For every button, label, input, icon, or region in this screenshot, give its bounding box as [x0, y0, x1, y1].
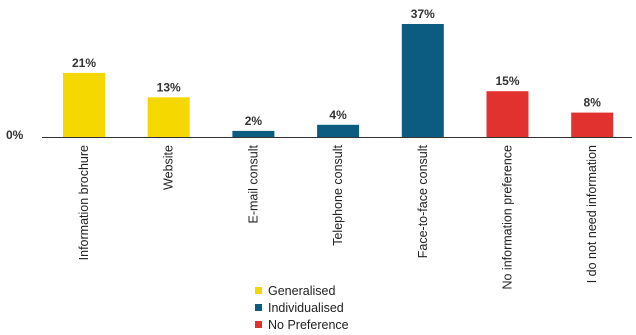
bar-3 — [232, 130, 275, 137]
legend-label-2: Individualised — [268, 301, 344, 315]
bar-1 — [63, 72, 105, 137]
legend-swatch-2 — [255, 304, 262, 311]
legend-label-3: No Preference — [268, 318, 349, 332]
value-label-6: 15% — [495, 74, 519, 88]
category-label-4: Telephone consult — [331, 144, 345, 245]
bars-group: 21% Information brochure 13% Website 2% E-mai… — [63, 7, 614, 290]
category-label-2: Website — [162, 145, 176, 190]
legend-label-1: Generalised — [268, 284, 335, 298]
bar-2 — [147, 97, 190, 137]
value-label-1: 21% — [72, 56, 96, 70]
value-label-5: 37% — [411, 7, 435, 21]
bar-5 — [401, 24, 444, 137]
bar-7 — [571, 112, 614, 137]
category-label-5: Face-to-face consult — [416, 144, 430, 258]
category-label-6: No information preference — [501, 145, 515, 290]
category-label-1: Information brochure — [77, 145, 91, 260]
y-tick-label: 0% — [6, 128, 24, 142]
value-label-3: 2% — [245, 114, 263, 128]
bar-4 — [317, 124, 360, 137]
legend-swatch-3 — [255, 321, 262, 328]
category-label-3: E-mail consult — [246, 144, 260, 223]
legend: Generalised Individualised No Preference — [255, 284, 349, 332]
legend-swatch-1 — [255, 287, 262, 294]
value-label-7: 8% — [584, 96, 602, 110]
bar-6 — [486, 91, 529, 137]
value-label-4: 4% — [329, 108, 347, 122]
value-label-2: 13% — [157, 80, 181, 94]
category-label-7: I do not need information — [585, 145, 599, 283]
